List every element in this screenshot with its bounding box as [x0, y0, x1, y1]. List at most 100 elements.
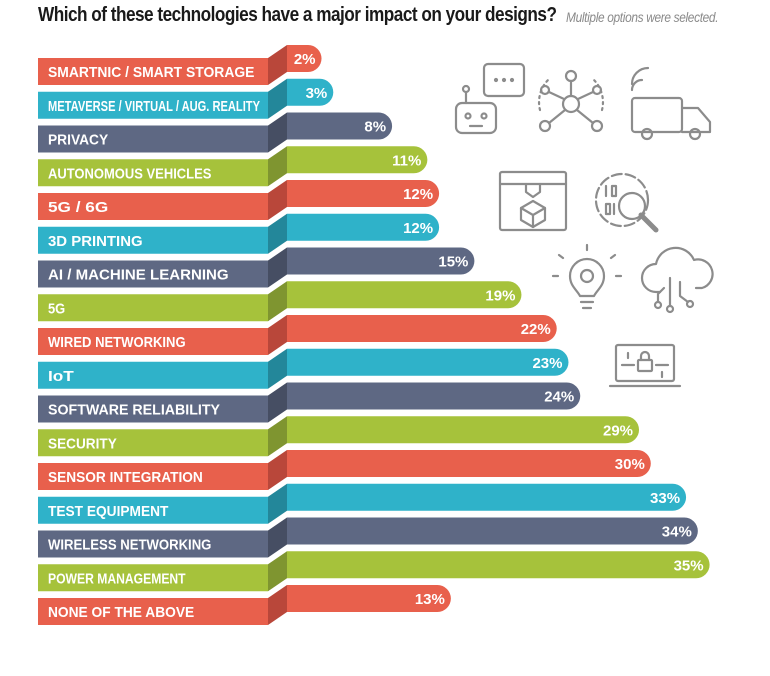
- value-label: 34%: [662, 524, 692, 541]
- bar-fold: [268, 483, 287, 524]
- value-label: 33%: [650, 490, 680, 507]
- bar-fold: [268, 416, 287, 457]
- category-label: SMARTNIC / SMART STORAGE: [48, 64, 254, 81]
- bar: [287, 180, 440, 207]
- bar: [287, 281, 522, 309]
- bar: [287, 551, 710, 579]
- bar-fold: [268, 247, 287, 288]
- bar-row: 5G / 6G 12%: [38, 180, 440, 220]
- bar-row: AUTONOMOUS VEHICLES 11%: [38, 146, 428, 187]
- category-label: SECURITY: [48, 435, 117, 452]
- bar: [287, 348, 569, 376]
- title-text: Which of these technologies have a major…: [38, 4, 557, 26]
- bar-row: 3D PRINTING 12%: [38, 213, 440, 254]
- value-label: 12%: [403, 220, 433, 237]
- bar-row: PRIVACY 8%: [38, 112, 393, 153]
- bar: [287, 315, 557, 342]
- value-label: 24%: [544, 389, 574, 406]
- bar: [287, 517, 698, 545]
- label-band: [38, 598, 268, 625]
- label-band: [38, 193, 268, 220]
- bar-row: AI / MACHINE LEARNING 15%: [38, 247, 475, 288]
- value-label: 23%: [532, 355, 562, 372]
- bar: [287, 45, 322, 72]
- bar: [287, 483, 687, 511]
- category-label: NONE OF THE ABOVE: [48, 604, 194, 621]
- label-band: [38, 328, 268, 355]
- bar-fold: [268, 180, 287, 220]
- bar-fold: [268, 78, 287, 119]
- bar-row: NONE OF THE ABOVE 13%: [38, 585, 451, 625]
- value-label: 19%: [485, 287, 515, 304]
- category-label: WIRED NETWORKING: [48, 334, 186, 351]
- bar-row: SMARTNIC / SMART STORAGE 2%: [38, 45, 322, 85]
- value-label: 15%: [438, 254, 468, 271]
- bar-row: 5G 19%: [38, 281, 522, 322]
- bar: [287, 247, 475, 275]
- bar: [287, 213, 440, 241]
- label-band: [38, 294, 268, 322]
- label-band: [38, 564, 268, 592]
- bar: [287, 112, 393, 140]
- label-band: [38, 530, 268, 558]
- bar-row: SENSOR INTEGRATION 30%: [38, 450, 651, 490]
- category-label: 5G / 6G: [48, 199, 108, 216]
- category-label: WIRELESS NETWORKING: [48, 537, 211, 554]
- label-band: [38, 260, 268, 288]
- category-label: 3D PRINTING: [48, 233, 143, 250]
- category-label: SENSOR INTEGRATION: [48, 469, 203, 486]
- label-band: [38, 91, 268, 119]
- bar: [287, 78, 334, 106]
- category-label: METAVERSE / VIRTUAL / AUG. REALITY: [48, 98, 260, 115]
- bar-fold: [268, 348, 287, 389]
- category-label: 5G: [48, 300, 65, 317]
- value-label: 35%: [674, 557, 704, 574]
- bar: [287, 146, 428, 174]
- bar: [287, 416, 640, 444]
- value-label: 22%: [521, 321, 551, 338]
- bar-fold: [268, 315, 287, 355]
- bar-fold: [268, 551, 287, 592]
- bar: [287, 585, 451, 612]
- bar-row: WIRELESS NETWORKING 34%: [38, 517, 698, 558]
- label-band: [38, 361, 268, 389]
- value-label: 2%: [294, 51, 316, 68]
- label-band: [38, 463, 268, 490]
- label-band: [38, 159, 268, 187]
- label-band: [38, 429, 268, 457]
- value-label: 30%: [615, 456, 645, 473]
- bar-fold: [268, 450, 287, 490]
- bar-row: TEST EQUIPMENT 33%: [38, 483, 687, 524]
- category-label: POWER MANAGEMENT: [48, 570, 186, 587]
- value-label: 3%: [306, 85, 328, 102]
- bar-fold: [268, 45, 287, 85]
- value-label: 8%: [364, 119, 386, 136]
- value-label: 29%: [603, 422, 633, 439]
- bar-row: WIRED NETWORKING 22%: [38, 315, 557, 355]
- chart-subtitle: Multiple options were selected.: [566, 9, 719, 25]
- bar-fold: [268, 517, 287, 558]
- bar: [287, 450, 651, 477]
- category-label: TEST EQUIPMENT: [48, 503, 168, 520]
- bar-fold: [268, 281, 287, 322]
- bar-row: SOFTWARE RELIABILITY 24%: [38, 382, 581, 423]
- label-band: [38, 496, 268, 524]
- bar-row: IoT 23%: [38, 348, 569, 389]
- category-label: PRIVACY: [48, 132, 108, 149]
- label-band: [38, 58, 268, 85]
- chart-title: Which of these technologies have a major…: [38, 4, 641, 27]
- bar-row: POWER MANAGEMENT 35%: [38, 551, 710, 592]
- bar-fold: [268, 146, 287, 187]
- value-label: 11%: [392, 152, 421, 169]
- category-label: IoT: [48, 368, 74, 385]
- bar-row: METAVERSE / VIRTUAL / AUG. REALITY 3%: [38, 78, 334, 119]
- category-label: AI / MACHINE LEARNING: [48, 267, 229, 284]
- label-band: [38, 125, 268, 153]
- category-label: AUTONOMOUS VEHICLES: [48, 165, 211, 182]
- value-label: 12%: [403, 186, 433, 203]
- label-band: [38, 226, 268, 254]
- value-label: 13%: [415, 591, 445, 608]
- label-band: [38, 395, 268, 423]
